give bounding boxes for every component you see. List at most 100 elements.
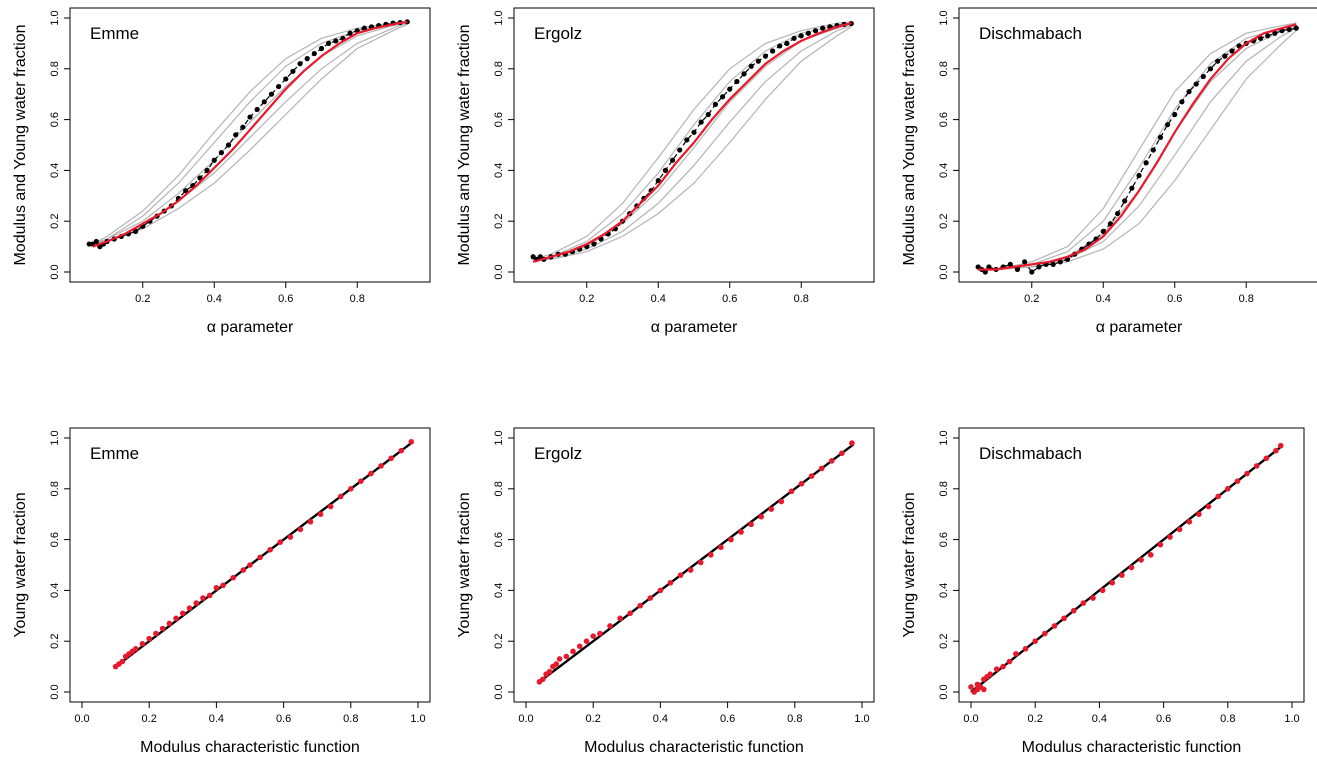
- red-point: [677, 572, 684, 578]
- red-point: [687, 567, 694, 573]
- x-axis-label: α parameter: [1096, 319, 1183, 336]
- red-point: [159, 625, 166, 632]
- red-point: [553, 661, 560, 667]
- red-point: [1147, 552, 1154, 558]
- red-point: [1167, 534, 1173, 540]
- x-axis: 0.0 0.2 0.4 0.6 0.8 1.0: [74, 701, 426, 725]
- red-point: [1000, 663, 1006, 670]
- black-point: [1193, 81, 1199, 87]
- y-tick-label: 0.0: [938, 684, 950, 699]
- black-point: [784, 40, 790, 47]
- y-tick-label: 0.2: [49, 214, 61, 229]
- red-point: [277, 539, 284, 545]
- red-point: [119, 658, 126, 665]
- black-dashed-line: [89, 21, 408, 248]
- black-point: [268, 91, 275, 97]
- black-point: [1265, 33, 1271, 39]
- black-point: [1150, 147, 1156, 153]
- x-tick-label: 0.0: [74, 713, 89, 725]
- red-point: [1263, 455, 1270, 462]
- black-point: [1114, 210, 1121, 217]
- red-point: [556, 656, 563, 662]
- black-point: [719, 94, 726, 100]
- red-point: [570, 648, 576, 655]
- red-point: [808, 473, 815, 479]
- black-point: [218, 150, 225, 156]
- red-point: [348, 486, 354, 492]
- y-tick-label: 0.6: [938, 112, 950, 127]
- red-point: [398, 447, 405, 454]
- y-tick-label: 0.6: [938, 532, 950, 547]
- black-point: [748, 63, 754, 69]
- red-point: [849, 440, 855, 446]
- red-point: [987, 671, 994, 678]
- black-point: [705, 111, 711, 118]
- x-axis: 0.0 0.2 0.4 0.6 0.8 1.0: [963, 701, 1300, 725]
- black-point: [1007, 261, 1013, 267]
- x-tick-label: 0.2: [586, 713, 601, 725]
- red-point: [1080, 600, 1087, 606]
- red-point: [1196, 511, 1202, 517]
- x-tick-label: 0.4: [651, 293, 666, 305]
- grey-curve: [978, 23, 1297, 271]
- black-point: [318, 45, 325, 52]
- red-point: [378, 463, 384, 469]
- y-tick-label: 0.2: [49, 634, 61, 649]
- x-tick-label: 0.6: [1167, 293, 1182, 305]
- black-point: [1293, 25, 1299, 31]
- x-axis: 0.0 0.2 0.4 0.6 0.8 1.0: [518, 701, 870, 725]
- black-point: [727, 86, 733, 92]
- x-axis: 0.2 0.4 0.6 0.8: [135, 281, 365, 305]
- black-point: [326, 40, 332, 47]
- x-axis-label: Modulus characteristic function: [1022, 739, 1242, 756]
- red-point: [576, 643, 583, 650]
- y-axis: 0.0 0.2 0.4 0.6 0.8 1.0: [938, 10, 960, 280]
- black-point: [347, 30, 353, 36]
- red-point: [358, 478, 364, 484]
- y-tick-label: 0.6: [49, 112, 61, 127]
- red-point: [778, 498, 785, 505]
- grey-curve: [92, 22, 408, 245]
- black-point: [275, 83, 282, 90]
- red-point: [597, 630, 603, 637]
- red-point: [1234, 478, 1241, 484]
- red-point: [758, 513, 764, 520]
- plot-frame: [69, 7, 431, 283]
- red-point: [667, 579, 674, 586]
- black-point: [1172, 111, 1178, 118]
- black-point: [1186, 89, 1192, 95]
- red-point: [1119, 572, 1125, 578]
- red-point: [647, 595, 654, 601]
- red-point: [200, 595, 206, 601]
- black-point: [1050, 261, 1056, 267]
- x-tick-label: 0.4: [1092, 713, 1107, 725]
- black-point: [1200, 73, 1206, 80]
- red-point: [748, 521, 754, 528]
- red-point: [981, 686, 987, 693]
- x-axis-label: α parameter: [207, 319, 294, 336]
- y-axis: 0.0 0.2 0.4 0.6 0.8 1.0: [493, 10, 515, 280]
- y-axis-label: Young water fraction: [456, 492, 473, 637]
- red-point: [1176, 526, 1183, 533]
- black-point: [798, 33, 804, 39]
- red-point: [193, 600, 200, 606]
- red-point: [307, 519, 314, 525]
- x-tick-label: 0.2: [1028, 713, 1043, 725]
- black-point: [1022, 259, 1028, 265]
- red-point: [327, 503, 334, 510]
- y-axis-label: Young water fraction: [901, 492, 918, 637]
- red-point: [1215, 493, 1221, 500]
- x-tick-label: 0.6: [720, 713, 735, 725]
- x-tick-label: 1.0: [854, 713, 869, 725]
- y-tick-label: 0.4: [493, 163, 505, 178]
- red-point: [267, 546, 273, 553]
- red-point: [718, 544, 724, 551]
- x-axis: 0.2 0.4 0.6 0.8: [579, 281, 809, 305]
- y-tick-label: 1.0: [493, 430, 505, 445]
- red-point: [146, 635, 152, 642]
- red-point: [1138, 557, 1144, 563]
- black-point: [1286, 26, 1292, 33]
- red-point: [220, 582, 226, 589]
- black-point: [805, 30, 811, 36]
- catchment-label: Emme: [90, 24, 139, 43]
